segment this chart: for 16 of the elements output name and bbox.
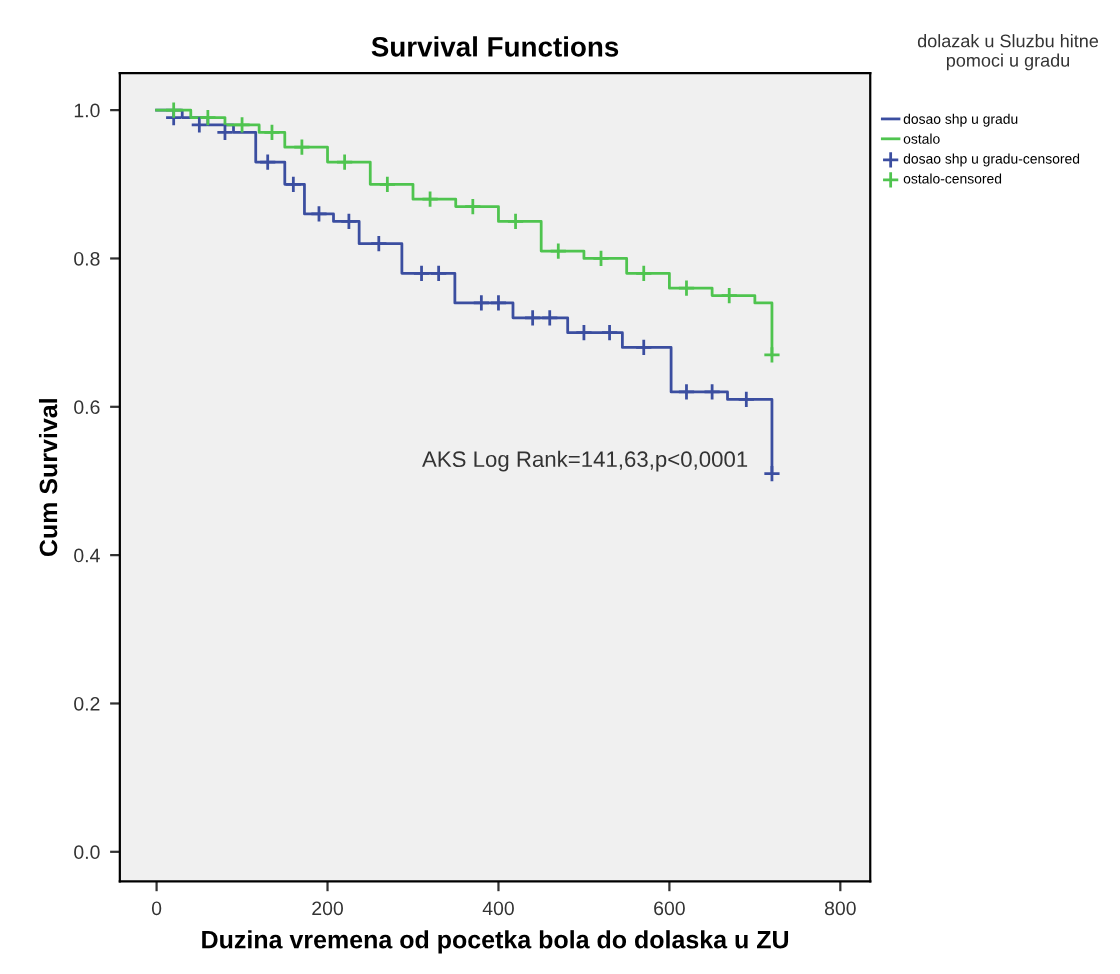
legend-title: dolazak u Sluzbu hitne pomoci u gradu	[917, 34, 1099, 71]
annotation: AKS Log Rank=141,63,p<0,0001	[422, 450, 748, 472]
y-axis-title: Cum Survival	[38, 399, 58, 557]
y-tick-label: 0.0	[74, 845, 100, 860]
x-tick-label: 0	[151, 901, 162, 916]
x-tick-label: 400	[482, 901, 514, 916]
y-tick-label: 0.6	[74, 400, 100, 415]
x-axis-title: Duzina vremena od pocetka bola do dolaska u ZU	[202, 930, 789, 954]
x-tick-label: 600	[654, 901, 685, 916]
y-tick-label: 1.0	[74, 103, 100, 118]
y-tick-label: 0.4	[74, 548, 100, 563]
y-tick-label: 0.2	[74, 696, 100, 711]
x-tick-label: 800	[824, 901, 856, 916]
x-tick-label: 200	[312, 901, 343, 916]
y-tick-label: 0.8	[74, 251, 100, 266]
chart-title: Survival Functions	[371, 36, 619, 57]
